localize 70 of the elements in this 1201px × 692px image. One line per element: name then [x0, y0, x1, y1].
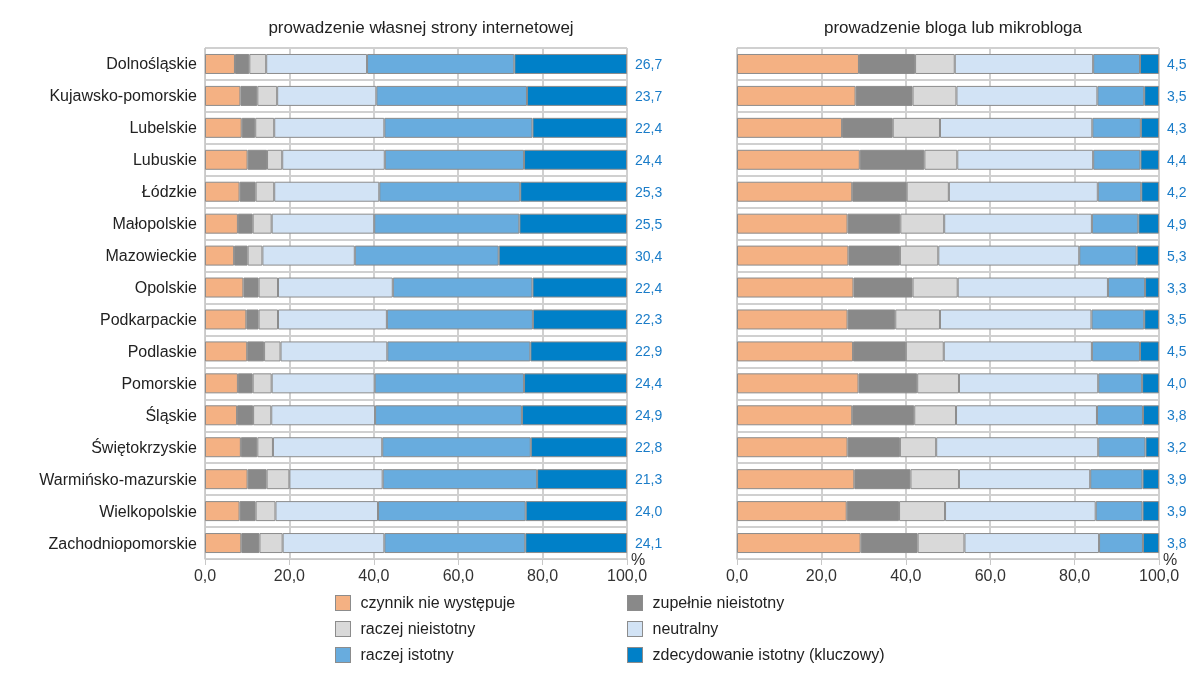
y-tick-label: Lubuskie	[132, 151, 198, 169]
data-label: 24,0	[635, 503, 663, 520]
legend-label: raczej nieistotny	[360, 620, 476, 638]
data-label: 21,3	[635, 471, 663, 488]
x-tick-label: 40,0	[890, 566, 922, 584]
y-tick-label: Podkarpackie	[100, 310, 198, 328]
data-label: 3,9	[1167, 471, 1187, 488]
data-label: 3,8	[1167, 407, 1187, 424]
y-tick-label: Opolskie	[134, 279, 198, 297]
data-label: 4,5	[1167, 55, 1187, 72]
x-axis-title: %	[631, 550, 646, 568]
x-tick-label: 60,0	[442, 566, 474, 584]
data-label: 4,0	[1167, 375, 1187, 392]
legend-label: zupełnie nieistotny	[652, 594, 785, 612]
data-label: 22,3	[635, 311, 663, 328]
y-tick-label: Podlaskie	[127, 342, 198, 360]
y-tick-label: Śląskie	[145, 405, 198, 424]
legend-label: zdecydowanie istotny (kluczowy)	[652, 646, 885, 664]
data-label: 22,9	[635, 343, 663, 360]
data-label: 23,7	[635, 87, 663, 104]
x-tick-label: 20,0	[805, 566, 838, 584]
data-label: 3,3	[1167, 279, 1187, 296]
legend-label: raczej istotny	[360, 646, 454, 664]
legend-label: czynnik nie występuje	[360, 594, 516, 612]
x-tick-label: 0,0	[193, 566, 217, 584]
data-label: 24,4	[635, 375, 663, 392]
y-tick-label: Małopolskie	[112, 215, 198, 233]
x-tick-label: 80,0	[527, 566, 559, 584]
data-label: 3,5	[1167, 87, 1187, 104]
y-tick-label: Zachodniopomorskie	[48, 534, 198, 552]
data-label: 4,2	[1167, 183, 1187, 200]
data-label: 24,9	[635, 407, 663, 424]
y-tick-label: Wielkopolskie	[99, 502, 198, 520]
x-tick-label: 60,0	[974, 566, 1006, 584]
data-label: 30,4	[635, 247, 663, 264]
data-label: 22,4	[635, 279, 663, 296]
data-label: 26,7	[635, 55, 663, 72]
chart-title: prowadzenie bloga lub mikrobloga	[824, 18, 1083, 37]
data-label: 24,1	[635, 535, 663, 552]
y-tick-label: Dolnośląskie	[106, 55, 198, 73]
x-tick-label: 0,0	[725, 566, 749, 584]
x-tick-label: 40,0	[358, 566, 390, 584]
x-tick-label: 20,0	[273, 566, 306, 584]
data-label: 22,4	[635, 119, 663, 136]
y-tick-label: Mazowieckie	[105, 247, 198, 265]
data-label: 3,9	[1167, 503, 1187, 520]
data-label: 5,3	[1167, 247, 1187, 264]
data-label: 3,2	[1167, 439, 1187, 456]
y-tick-label: Warmińsko-mazurskie	[39, 470, 198, 488]
data-label: 25,5	[635, 215, 663, 232]
data-label: 25,3	[635, 183, 663, 200]
y-tick-label: Łódzkie	[141, 183, 198, 201]
y-tick-label: Kujawsko-pomorskie	[49, 87, 198, 105]
x-axis-title: %	[1163, 550, 1178, 568]
y-tick-label: Świętokrzyskie	[91, 437, 198, 456]
x-tick-label: 100,0	[606, 566, 648, 584]
data-label: 22,8	[635, 439, 663, 456]
y-tick-label: Pomorskie	[121, 374, 198, 392]
legend-label: neutralny	[652, 620, 719, 638]
data-label: 3,5	[1167, 311, 1187, 328]
data-label: 4,3	[1167, 119, 1187, 136]
data-label: 24,4	[635, 151, 663, 168]
y-tick-label: Lubelskie	[129, 119, 198, 137]
data-label: 4,4	[1167, 151, 1187, 168]
x-tick-label: 100,0	[1138, 566, 1180, 584]
data-label: 4,5	[1167, 343, 1187, 360]
x-tick-label: 80,0	[1059, 566, 1091, 584]
data-label: 4,9	[1167, 215, 1187, 232]
data-label: 3,8	[1167, 535, 1187, 552]
chart-title: prowadzenie własnej strony internetowej	[268, 18, 574, 37]
